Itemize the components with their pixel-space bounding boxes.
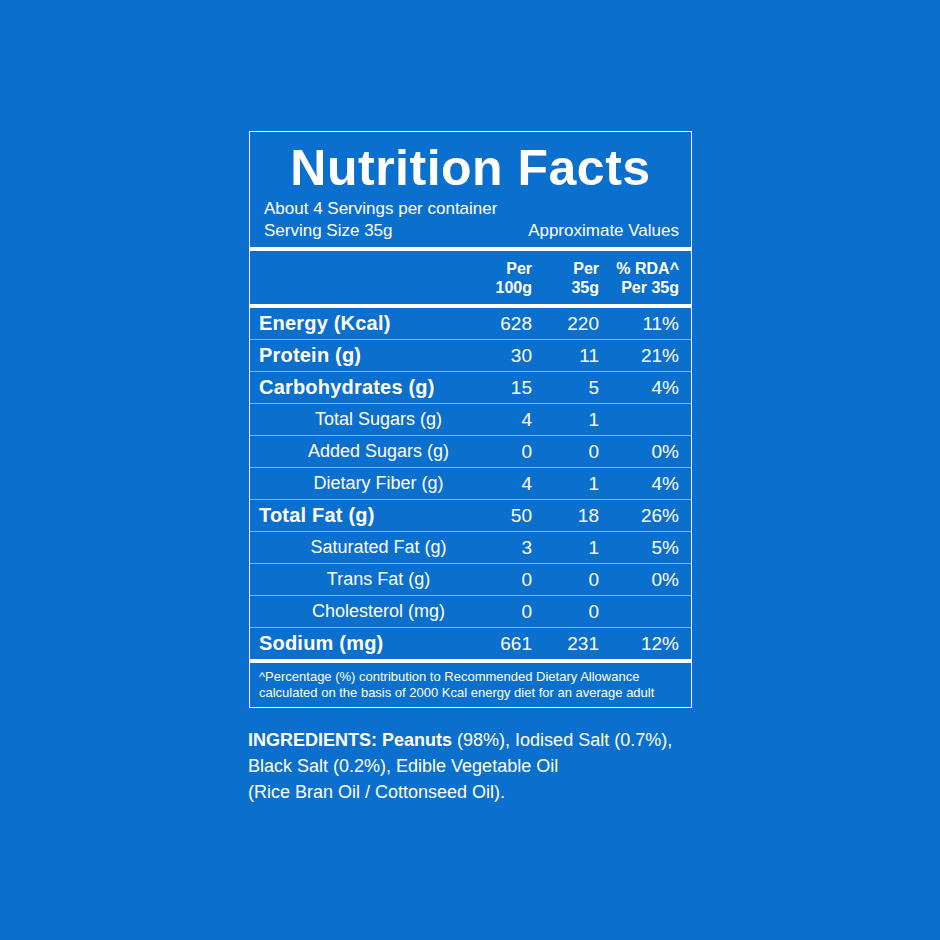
nutrient-name: Dietary Fiber (g) <box>259 473 466 494</box>
nutrient-name: Sodium (mg) <box>259 632 466 655</box>
value-per-35g: 220 <box>532 313 599 335</box>
value-rda: 26% <box>599 505 679 527</box>
table-row-sodium: Sodium (mg) 661 231 12% <box>250 627 691 659</box>
value-rda: 11% <box>599 313 679 335</box>
table-row-protein: Protein (g) 30 11 21% <box>250 339 691 371</box>
value-rda: 12% <box>599 633 679 655</box>
table-row-energy: Energy (Kcal) 628 220 11% <box>250 308 691 339</box>
serving-size-row: Serving Size 35g Approximate Values <box>264 221 679 241</box>
table-row-trans-fat: Trans Fat (g) 0 0 0% <box>250 563 691 595</box>
ingredients-line-1-rest: (98%), Iodised Salt (0.7%), <box>457 730 672 750</box>
servings-per-container: About 4 Servings per container <box>264 199 679 219</box>
value-per-35g: 5 <box>532 377 599 399</box>
footnote-line-1: ^Percentage (%) contribution to Recommen… <box>259 669 681 685</box>
nutrient-name: Added Sugars (g) <box>259 441 466 462</box>
value-rda: 21% <box>599 345 679 367</box>
table-row-carbohydrates: Carbohydrates (g) 15 5 4% <box>250 371 691 403</box>
table-row-cholesterol: Cholesterol (mg) 0 0 <box>250 595 691 627</box>
table-row-total-fat: Total Fat (g) 50 18 26% <box>250 499 691 531</box>
nutrient-name: Protein (g) <box>259 344 466 367</box>
value-per-35g: 0 <box>532 569 599 591</box>
value-per-35g: 1 <box>532 473 599 495</box>
table-row-added-sugars: Added Sugars (g) 0 0 0% <box>250 435 691 467</box>
nutrition-facts-title: Nutrition Facts <box>262 140 679 196</box>
column-header-per-100g: Per 100g <box>466 259 532 297</box>
column-header-row: Per 100g Per 35g % RDA^ Per 35g <box>250 251 691 304</box>
table-row-saturated-fat: Saturated Fat (g) 3 1 5% <box>250 531 691 563</box>
value-rda: 0% <box>599 441 679 463</box>
page-background: { "colors": { "background": "#0b70cd", "… <box>0 0 940 940</box>
nutrient-name: Trans Fat (g) <box>259 569 466 590</box>
value-rda: 4% <box>599 377 679 399</box>
value-rda: 5% <box>599 537 679 559</box>
value-per-100g: 15 <box>466 377 532 399</box>
value-per-100g: 50 <box>466 505 532 527</box>
value-per-35g: 0 <box>532 441 599 463</box>
value-rda: 4% <box>599 473 679 495</box>
nutrition-facts-panel: Nutrition Facts About 4 Servings per con… <box>249 131 692 708</box>
column-header-per-35g: Per 35g <box>532 259 599 297</box>
approximate-values: Approximate Values <box>528 221 679 241</box>
table-row-dietary-fiber: Dietary Fiber (g) 4 1 4% <box>250 467 691 499</box>
nutrient-name: Carbohydrates (g) <box>259 376 466 399</box>
label-header: Nutrition Facts About 4 Servings per con… <box>250 132 691 247</box>
value-per-100g: 0 <box>466 569 532 591</box>
ingredients-line-2: Black Salt (0.2%), Edible Vegetable Oil <box>248 753 690 779</box>
serving-size: Serving Size 35g <box>264 221 393 241</box>
value-per-35g: 231 <box>532 633 599 655</box>
ingredients-heading: INGREDIENTS: <box>248 730 377 750</box>
ingredients-section: INGREDIENTS: Peanuts (98%), Iodised Salt… <box>248 727 690 805</box>
value-per-100g: 0 <box>466 601 532 623</box>
value-per-35g: 18 <box>532 505 599 527</box>
value-per-100g: 3 <box>466 537 532 559</box>
value-per-100g: 30 <box>466 345 532 367</box>
value-per-35g: 1 <box>532 537 599 559</box>
ingredients-line-1: INGREDIENTS: Peanuts (98%), Iodised Salt… <box>248 727 690 753</box>
value-per-35g: 1 <box>532 409 599 431</box>
value-per-100g: 628 <box>466 313 532 335</box>
value-per-100g: 4 <box>466 473 532 495</box>
value-per-35g: 11 <box>532 345 599 367</box>
ingredients-line-3: (Rice Bran Oil / Cottonseed Oil). <box>248 779 690 805</box>
column-header-rda: % RDA^ Per 35g <box>599 259 679 297</box>
nutrient-name: Total Fat (g) <box>259 504 466 527</box>
ingredients-bold-item: Peanuts <box>382 730 452 750</box>
value-per-100g: 4 <box>466 409 532 431</box>
nutrient-name: Total Sugars (g) <box>259 409 466 430</box>
nutrient-name: Energy (Kcal) <box>259 312 466 335</box>
value-per-100g: 661 <box>466 633 532 655</box>
footnote-line-2: calculated on the basis of 2000 Kcal ene… <box>259 685 681 701</box>
table-row-total-sugars: Total Sugars (g) 4 1 <box>250 403 691 435</box>
value-per-35g: 0 <box>532 601 599 623</box>
rda-footnote: ^Percentage (%) contribution to Recommen… <box>250 663 691 707</box>
value-rda: 0% <box>599 569 679 591</box>
nutrient-name: Cholesterol (mg) <box>259 601 466 622</box>
nutrient-table: Energy (Kcal) 628 220 11% Protein (g) 30… <box>250 308 691 659</box>
nutrient-name: Saturated Fat (g) <box>259 537 466 558</box>
value-per-100g: 0 <box>466 441 532 463</box>
